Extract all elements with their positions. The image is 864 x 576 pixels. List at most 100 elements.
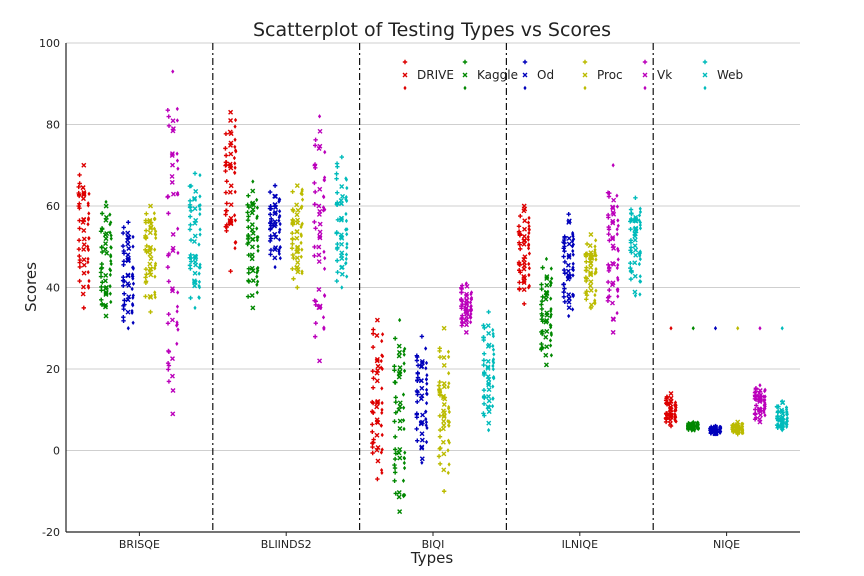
diamond-marker (380, 386, 384, 391)
diamond-marker (696, 426, 701, 432)
plus-marker (562, 234, 567, 239)
diamond-marker (340, 285, 344, 290)
plus-marker (98, 270, 104, 275)
plus-marker (459, 290, 464, 295)
x-marker (441, 393, 447, 399)
plus-marker (334, 230, 339, 235)
plus-marker (605, 190, 611, 195)
x-marker (80, 196, 86, 202)
plus-marker (188, 183, 194, 189)
x-marker (543, 362, 549, 368)
x-marker (632, 218, 638, 224)
diamond-marker (175, 341, 179, 346)
diamond-marker (594, 270, 598, 275)
plus-marker (370, 422, 375, 427)
diamond-marker (616, 275, 620, 281)
diamond-marker (379, 450, 383, 455)
x-marker (170, 245, 176, 251)
diamond-marker (344, 256, 348, 262)
plus-marker (334, 246, 340, 252)
diamond-marker (401, 418, 406, 423)
x-marker (396, 450, 402, 456)
diamond-marker (548, 338, 553, 343)
plus-marker (334, 258, 340, 263)
diamond-marker (345, 185, 349, 191)
x-marker (294, 202, 300, 208)
x-marker (193, 188, 199, 194)
diamond-marker (762, 409, 766, 415)
x-marker (147, 251, 153, 257)
x-marker (294, 235, 300, 241)
diamond-marker (255, 214, 259, 219)
plus-marker (339, 154, 345, 160)
plus-marker (481, 388, 487, 393)
diamond-marker (469, 290, 474, 295)
plus-marker (313, 165, 318, 171)
x-marker (102, 246, 108, 252)
plus-marker (539, 311, 544, 316)
diamond-marker (490, 403, 495, 409)
diamond-marker (491, 363, 495, 369)
diamond-marker (674, 415, 678, 420)
diamond-marker (403, 346, 407, 352)
diamond-marker (130, 308, 134, 314)
x-marker (339, 265, 345, 271)
x-marker (147, 261, 153, 267)
x-marker (610, 210, 616, 216)
diamond-marker (615, 227, 619, 232)
legend: DRIVE Kaggle Od Proc Vk Web (402, 59, 743, 91)
diamond-marker (232, 155, 237, 161)
x-marker (565, 262, 571, 268)
plus-marker (539, 286, 544, 292)
plus-marker (246, 225, 251, 230)
diamond-marker (380, 432, 384, 438)
plus-marker (459, 298, 465, 304)
plus-marker (606, 262, 611, 267)
plus-marker (517, 286, 522, 291)
diamond-marker (321, 315, 326, 320)
x-marker (779, 407, 785, 413)
plus-marker (606, 232, 611, 237)
plus-marker (370, 345, 376, 350)
y-axis-label: Scores (22, 262, 40, 312)
diamond-marker (669, 326, 673, 331)
plus-marker (415, 438, 420, 443)
plus-marker (628, 276, 634, 282)
diamond-marker (153, 290, 157, 295)
diamond-marker (402, 352, 406, 357)
diamond-marker (673, 400, 678, 405)
diamond-marker (197, 285, 202, 290)
plus-marker (224, 179, 229, 184)
plus-marker (223, 168, 228, 174)
plus-marker (393, 400, 398, 405)
x-marker (273, 193, 279, 199)
plus-marker (313, 320, 318, 326)
x-marker (588, 302, 594, 308)
diamond-marker (277, 237, 282, 242)
plus-marker (187, 214, 193, 219)
plus-marker (267, 238, 273, 244)
plus-marker (268, 233, 273, 239)
diamond-marker (615, 265, 619, 271)
x-marker (441, 422, 447, 428)
x-marker (192, 233, 198, 239)
plus-marker (120, 278, 126, 283)
y-tick-label: 60 (46, 200, 60, 213)
plus-marker (539, 347, 544, 352)
diamond-marker (491, 347, 496, 352)
diamond-marker (131, 320, 135, 325)
legend-item: Vk (642, 59, 672, 91)
diamond-marker (321, 205, 326, 210)
diamond-marker (256, 265, 260, 271)
diamond-marker (695, 424, 699, 429)
x-tick-label: ILNIQE (562, 538, 599, 551)
x-marker (317, 358, 323, 364)
x-marker (521, 241, 527, 247)
x-marker (192, 255, 198, 261)
diamond-marker (616, 294, 620, 299)
x-marker (565, 268, 571, 274)
x-marker (338, 253, 344, 259)
plus-marker (245, 217, 251, 223)
diamond-marker (344, 261, 348, 266)
plus-marker (223, 208, 229, 213)
